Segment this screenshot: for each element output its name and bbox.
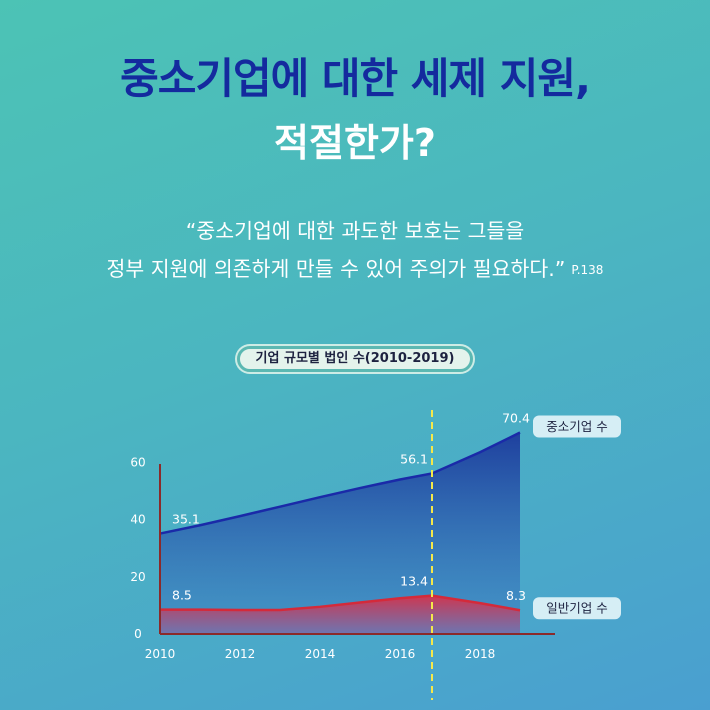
sme-series-label: 중소기업 수 <box>546 419 607 434</box>
quote-line-2: 정부 지원에 의존하게 만들 수 있어 주의가 필요하다.” P.138 <box>0 250 710 289</box>
x-tick-label: 2016 <box>385 647 416 661</box>
sme-data-label: 70.4 <box>502 411 530 426</box>
general-line <box>160 594 521 612</box>
chart-title: 기업 규모별 법인 수(2010-2019) <box>237 346 473 372</box>
general-area <box>160 595 520 634</box>
sme-data-label: 35.1 <box>172 512 200 527</box>
sme-series-label-bg <box>533 415 621 438</box>
general-data-label: 8.3 <box>506 588 526 603</box>
page-subtitle: 적절한가? <box>274 121 436 165</box>
general-series-label-bg <box>533 597 621 620</box>
y-tick-label: 40 <box>130 513 145 527</box>
y-tick-label: 0 <box>134 627 142 641</box>
x-tick-label: 2018 <box>465 647 496 661</box>
y-tick-label: 20 <box>130 570 145 584</box>
general-data-label: 13.4 <box>400 574 428 589</box>
x-tick-label: 2014 <box>305 647 336 661</box>
page-reference: P.138 <box>571 263 604 277</box>
quote-line-2-text: 정부 지원에 의존하게 만들 수 있어 주의가 필요하다.” <box>106 257 566 281</box>
y-tick-label: 60 <box>130 455 145 469</box>
sme-area <box>160 432 520 634</box>
sme-line <box>159 431 521 535</box>
general-data-label: 8.5 <box>172 588 192 603</box>
quote: “중소기업에 대한 과도한 보호는 그들을 정부 지원에 의존하게 만들 수 있… <box>0 212 710 289</box>
quote-line-1: “중소기업에 대한 과도한 보호는 그들을 <box>185 219 525 243</box>
general-series-label: 일반기업 수 <box>546 601 607 616</box>
page-title: 중소기업에 대한 세제 지원, <box>120 54 591 103</box>
sme-data-label: 56.1 <box>400 451 428 466</box>
x-tick-label: 2012 <box>225 647 256 661</box>
x-tick-label: 2010 <box>145 647 176 661</box>
